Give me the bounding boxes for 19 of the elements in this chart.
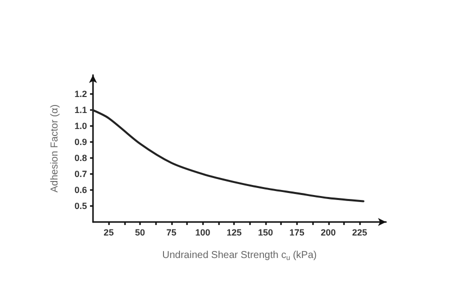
line-series: [92, 109, 364, 202]
x-tick-label: 175: [289, 228, 304, 238]
y-tick-label: 1.2: [74, 89, 87, 100]
y-tick-label: 0.9: [74, 137, 87, 148]
y-tick-label: 0.5: [74, 201, 87, 212]
y-tick-label: 1.1: [74, 105, 87, 116]
x-tick-label: 50: [135, 228, 146, 238]
y-tick-label: 0.8: [74, 153, 87, 164]
x-tick-label: 75: [166, 228, 176, 238]
x-tick-label: 100: [195, 228, 210, 238]
y-tick-label: 1.0: [74, 121, 87, 132]
x-tick-label: 200: [320, 228, 336, 238]
x-tick-label: 150: [258, 228, 274, 238]
y-tick-label: 0.6: [74, 185, 87, 196]
x-tick-label: 225: [352, 228, 368, 238]
x-tick-label: 25: [104, 228, 114, 238]
y-axis-title: Adhesion Factor (α): [50, 104, 60, 193]
y-tick-label: 0.7: [74, 169, 87, 180]
x-tick-label: 125: [226, 228, 242, 238]
